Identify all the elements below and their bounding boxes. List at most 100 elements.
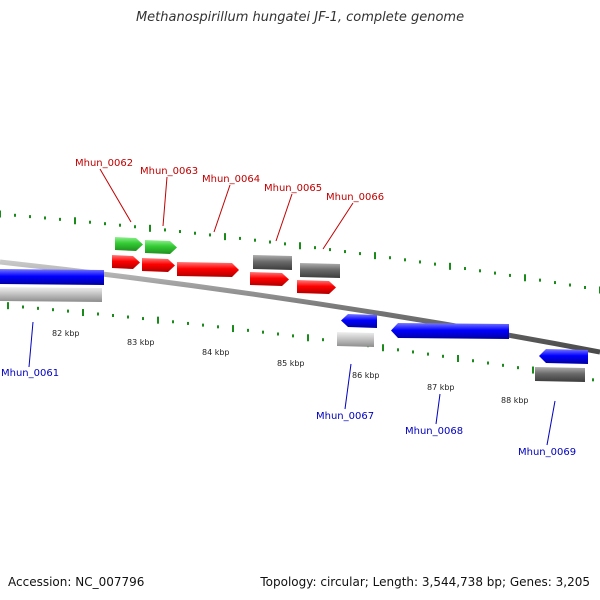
map-title: Methanospirillum hungatei JF-1, complete… <box>135 10 465 25</box>
leader-mhun-0062 <box>99 168 132 223</box>
outer-minor-tick <box>29 215 31 219</box>
gene-label-mhun-0068[interactable]: Mhun_0068 <box>405 426 463 437</box>
outer-minor-tick <box>179 230 181 234</box>
outer-minor-tick <box>419 260 421 264</box>
gene-arrow-mhun-0069-gray <box>535 367 585 382</box>
outer-major-tick <box>0 210 1 218</box>
gene-arrow-mhun-0066-red <box>297 280 336 294</box>
gene-label-mhun-0062[interactable]: Mhun_0062 <box>75 158 133 169</box>
leader-mhun-0064 <box>213 184 231 233</box>
kbp-label-85: 85 kbp <box>277 359 305 368</box>
inner-minor-tick <box>67 309 69 313</box>
inner-major-tick <box>232 325 234 333</box>
inner-major-tick <box>457 354 459 362</box>
kbp-label-82: 82 kbp <box>52 329 80 338</box>
gene-arrow-mhun-0065-red <box>250 272 289 286</box>
inner-major-tick <box>382 344 384 352</box>
outer-minor-tick <box>104 222 106 226</box>
gene-arrow-mhun-0068-blue <box>391 323 509 339</box>
kbp-label-84: 84 kbp <box>202 348 230 357</box>
inner-minor-tick <box>262 330 264 334</box>
outer-minor-tick <box>284 242 286 246</box>
inner-minor-tick <box>502 363 504 367</box>
inner-major-tick <box>157 316 159 324</box>
outer-minor-tick <box>554 281 556 285</box>
inner-major-tick <box>7 302 9 310</box>
outer-minor-tick <box>389 256 391 260</box>
outer-minor-tick <box>134 225 136 229</box>
gene-label-mhun-0067[interactable]: Mhun_0067 <box>316 411 374 422</box>
inner-minor-tick <box>172 320 174 324</box>
gene-label-mhun-0066[interactable]: Mhun_0066 <box>326 192 384 203</box>
outer-minor-tick <box>164 228 166 232</box>
inner-minor-tick <box>427 352 429 356</box>
inner-minor-tick <box>277 332 279 336</box>
outer-minor-tick <box>89 220 91 224</box>
inner-major-tick <box>307 334 309 342</box>
outer-tick-ring <box>0 210 600 294</box>
gene-arrow-mhun-0063-green <box>145 240 177 254</box>
gene-arrow-mhun-0065-gray <box>253 255 292 270</box>
gene-arrow-mhun-0067-blue <box>341 314 377 328</box>
gene-arrow-mhun-0061-blue <box>0 269 104 285</box>
gene-arrow-mhun-0069-blue <box>539 349 588 364</box>
kbp-label-86: 86 kbp <box>352 371 380 380</box>
inner-minor-tick <box>292 334 294 338</box>
outer-minor-tick <box>464 267 466 271</box>
outer-minor-tick <box>344 250 346 254</box>
inner-major-tick <box>532 366 534 374</box>
outer-minor-tick <box>359 252 361 256</box>
gene-label-mhun-0069[interactable]: Mhun_0069 <box>518 447 576 458</box>
inner-minor-tick <box>322 338 324 342</box>
outer-minor-tick <box>209 233 211 237</box>
gene-arrow-mhun-0064-red <box>177 262 239 277</box>
gene-label-mhun-0063[interactable]: Mhun_0063 <box>140 166 198 177</box>
kbp-label-83: 83 kbp <box>127 338 155 347</box>
outer-major-tick <box>299 242 301 250</box>
inner-minor-tick <box>247 328 249 332</box>
outer-minor-tick <box>314 246 316 250</box>
inner-minor-tick <box>112 313 114 317</box>
outer-minor-tick <box>479 269 481 273</box>
gene-label-mhun-0064[interactable]: Mhun_0064 <box>202 174 260 185</box>
gene-arrow-mhun-0067-gray <box>337 332 374 347</box>
outer-minor-tick <box>584 285 586 289</box>
inner-minor-tick <box>37 306 39 310</box>
genome-summary-text: Topology: circular; Length: 3,544,738 bp… <box>260 575 590 589</box>
gene-label-mhun-0065[interactable]: Mhun_0065 <box>264 183 322 194</box>
inner-major-tick <box>82 309 84 317</box>
outer-minor-tick <box>494 271 496 275</box>
outer-minor-tick <box>239 236 241 240</box>
gene-label-mhun-0061[interactable]: Mhun_0061 <box>1 368 59 379</box>
outer-minor-tick <box>329 248 331 252</box>
inner-minor-tick <box>517 366 519 370</box>
gene-arrow-mhun-0061-gray <box>0 287 102 302</box>
outer-major-tick <box>149 224 151 232</box>
leader-mhun-0067 <box>344 363 352 410</box>
outer-minor-tick <box>539 278 541 282</box>
inner-minor-tick <box>592 378 594 382</box>
gene-arrow-mhun-0062-green <box>115 237 143 251</box>
leader-mhun-0066 <box>322 202 354 250</box>
leader-mhun-0069 <box>546 400 556 446</box>
kbp-label-88: 88 kbp <box>501 396 529 405</box>
inner-tick-ring <box>7 302 594 382</box>
leader-mhun-0068 <box>435 393 441 425</box>
inner-minor-tick <box>472 359 474 363</box>
inner-minor-tick <box>187 321 189 325</box>
outer-major-tick <box>74 217 76 225</box>
inner-minor-tick <box>52 308 54 312</box>
inner-minor-tick <box>487 361 489 365</box>
outer-minor-tick <box>509 273 511 277</box>
outer-major-tick <box>374 252 376 260</box>
inner-minor-tick <box>442 354 444 358</box>
outer-minor-tick <box>434 262 436 266</box>
inner-minor-tick <box>202 323 204 327</box>
inner-minor-tick <box>397 348 399 352</box>
leader-mhun-0065 <box>275 193 293 242</box>
outer-major-tick <box>224 233 226 241</box>
accession-text: Accession: NC_007796 <box>8 575 145 589</box>
outer-minor-tick <box>44 216 46 220</box>
inner-minor-tick <box>412 350 414 354</box>
